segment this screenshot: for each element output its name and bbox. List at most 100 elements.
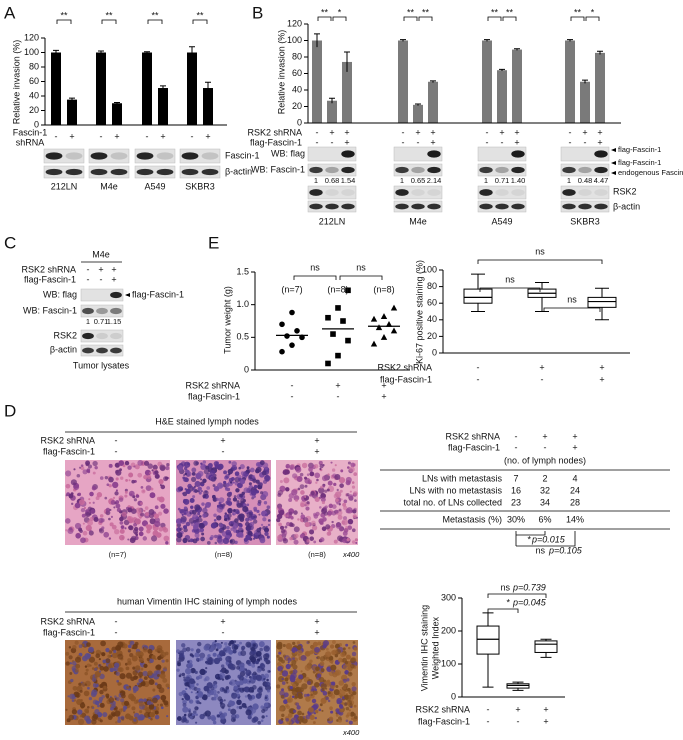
texture — [205, 501, 211, 508]
comparison-bracket — [479, 287, 541, 292]
texture — [350, 663, 355, 669]
point — [385, 320, 393, 327]
texture — [237, 514, 243, 521]
texture — [99, 689, 104, 695]
texture — [304, 650, 311, 657]
texture — [189, 715, 193, 720]
texture — [82, 530, 88, 536]
texture — [325, 647, 329, 651]
blot-label: flag-Fascin-1 — [618, 145, 661, 154]
error-bar — [98, 50, 104, 54]
texture — [352, 690, 357, 696]
texture — [94, 700, 100, 706]
table-cell: 16 — [511, 485, 521, 495]
texture — [223, 689, 228, 694]
quantification: 2.14 — [427, 176, 442, 185]
texture — [262, 517, 267, 522]
blot-label: Fascin-1 — [225, 150, 260, 160]
texture — [348, 709, 351, 712]
y-tick-label: 100 — [287, 35, 302, 45]
texture — [148, 509, 155, 515]
bar — [482, 40, 492, 123]
arrow — [611, 148, 616, 152]
texture — [98, 664, 101, 667]
blot — [80, 288, 124, 302]
texture — [103, 531, 110, 538]
texture — [137, 651, 144, 658]
condition-sign: + — [111, 274, 116, 284]
texture — [345, 719, 349, 723]
cell-line: M4e — [100, 181, 118, 191]
texture — [261, 490, 269, 498]
texture — [211, 494, 216, 499]
texture — [326, 488, 330, 492]
texture — [149, 518, 156, 525]
texture — [107, 715, 113, 721]
texture — [227, 509, 232, 513]
texture — [241, 645, 246, 650]
texture — [88, 646, 94, 653]
texture — [193, 485, 197, 488]
texture — [182, 537, 188, 543]
condition-sign: + — [220, 435, 225, 445]
texture — [293, 495, 300, 501]
texture — [351, 686, 357, 692]
texture — [321, 526, 327, 532]
quantification: 0.68 — [325, 176, 340, 185]
table-cell: LNs with metastasis — [422, 473, 503, 483]
texture — [319, 656, 326, 662]
texture — [179, 508, 186, 515]
texture — [204, 506, 207, 509]
p-value: p=0.105 — [548, 545, 583, 555]
condition-label: RSK2 shRNA — [377, 362, 432, 372]
texture — [304, 495, 307, 498]
texture — [330, 694, 336, 699]
texture — [108, 697, 115, 703]
texture — [229, 539, 233, 543]
blot-band — [201, 168, 219, 176]
texture — [158, 526, 164, 532]
texture — [233, 645, 239, 650]
texture — [191, 516, 195, 521]
texture — [144, 469, 151, 476]
texture — [121, 511, 127, 517]
condition-sign: - — [477, 362, 480, 372]
blot-band — [578, 166, 592, 174]
significance-label: ** — [196, 10, 204, 20]
texture — [331, 468, 336, 472]
texture — [115, 646, 121, 652]
texture — [124, 494, 128, 498]
texture — [283, 477, 290, 484]
texture — [232, 481, 235, 484]
texture — [187, 539, 191, 543]
texture — [178, 653, 184, 658]
texture — [65, 661, 70, 666]
texture — [245, 534, 252, 541]
texture — [195, 518, 199, 523]
significance-bracket — [317, 16, 332, 21]
texture — [178, 691, 183, 697]
condition-label: flag-Fascin-1 — [250, 137, 302, 147]
texture — [244, 521, 250, 527]
texture — [89, 491, 94, 497]
texture — [176, 668, 180, 672]
texture — [213, 476, 217, 480]
texture — [226, 497, 232, 502]
cell-line: 212LN — [51, 181, 78, 191]
texture — [138, 701, 145, 707]
texture — [218, 502, 221, 505]
texture — [265, 646, 268, 649]
blot-band — [594, 189, 608, 196]
texture — [336, 488, 339, 492]
texture — [220, 667, 227, 674]
texture — [149, 492, 156, 499]
texture — [314, 688, 317, 692]
texture — [250, 489, 257, 496]
texture — [165, 541, 169, 545]
texture — [236, 510, 240, 515]
texture — [345, 654, 351, 660]
bar — [595, 52, 605, 123]
texture — [224, 487, 229, 491]
texture — [313, 712, 316, 715]
